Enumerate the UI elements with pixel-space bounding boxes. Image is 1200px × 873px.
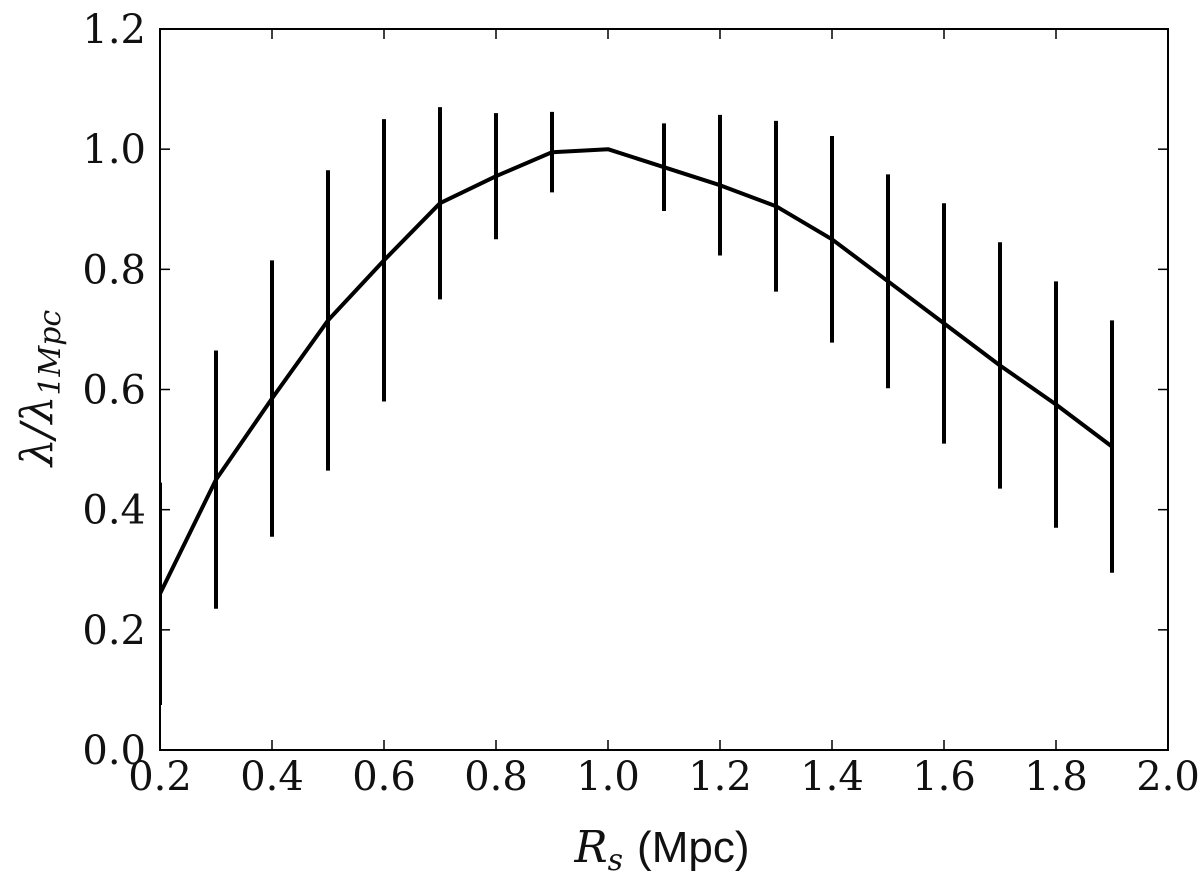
axis-ticks: [159, 28, 1169, 751]
y-axis-symbol: λ/λ: [12, 396, 63, 469]
x-axis-subscript: s: [608, 843, 623, 873]
y-tick-labels: 0.0 0.2 0.4 0.6 0.8 1.0 1.2: [82, 7, 146, 774]
x-axis-unit: (Mpc): [637, 823, 749, 872]
x-axis-symbol: R: [574, 822, 608, 873]
y-tick-label: 0.2: [82, 608, 146, 654]
y-axis-label: λ/λ1Mpc: [12, 310, 68, 469]
x-tick-label: 0.2: [128, 754, 192, 800]
x-tick-label: 0.8: [464, 754, 528, 800]
series-line: [160, 147, 1114, 595]
y-tick-label: 0.8: [82, 247, 146, 293]
data-series: [160, 107, 1114, 705]
y-tick-label: 0.4: [82, 488, 146, 534]
y-tick-label: 0.6: [82, 368, 146, 414]
y-axis-subscript: 1Mpc: [33, 310, 68, 396]
y-tick-label: 1.0: [82, 127, 146, 173]
x-tick-label: 0.4: [240, 754, 304, 800]
y-tick-label: 1.2: [82, 7, 146, 53]
x-tick-label: 2.0: [1136, 754, 1200, 800]
y-tick-label: 0.0: [82, 728, 146, 774]
x-axis-label: Rs (Mpc): [574, 822, 750, 873]
x-tick-labels: 0.2 0.4 0.6 0.8 1.0 1.2 1.4 1.6 1.8 2.0: [128, 754, 1200, 800]
x-tick-label: 1.2: [688, 754, 752, 800]
x-tick-label: 1.8: [1024, 754, 1088, 800]
x-tick-label: 1.4: [800, 754, 864, 800]
x-tick-label: 0.6: [352, 754, 416, 800]
x-tick-label: 1.6: [912, 754, 976, 800]
x-tick-label: 1.0: [576, 754, 640, 800]
plot-area: [159, 28, 1169, 751]
